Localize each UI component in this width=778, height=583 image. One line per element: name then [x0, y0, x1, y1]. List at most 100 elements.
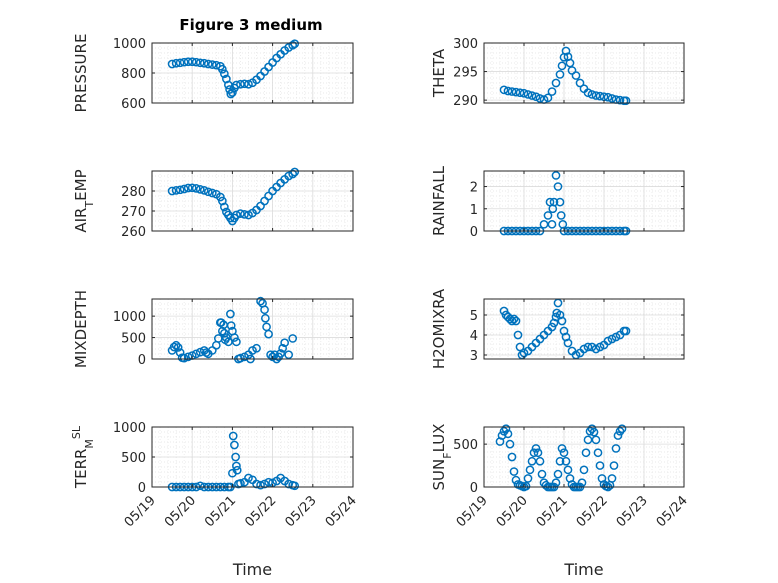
- data-point: [183, 183, 193, 193]
- data-point: [261, 313, 270, 323]
- data-point: [240, 79, 249, 89]
- data-point: [555, 456, 565, 466]
- data-point: [284, 350, 294, 360]
- figure-title: Figure 3 medium: [179, 16, 322, 34]
- data-point: [240, 210, 249, 219]
- data-point: [290, 481, 300, 491]
- data-point: [559, 448, 569, 458]
- data-point: [191, 349, 201, 359]
- data-point: [199, 186, 209, 195]
- data-point: [547, 87, 557, 96]
- data-point: [563, 465, 573, 475]
- data-point: [260, 305, 269, 315]
- data-point: [179, 353, 189, 363]
- y-tick-label: 0: [138, 353, 146, 368]
- data-point: [507, 452, 517, 462]
- x-tick-label: 05/19: [454, 493, 491, 530]
- data-point: [222, 333, 231, 342]
- data-point: [232, 461, 241, 471]
- y-tick-label: 300: [453, 37, 478, 52]
- data-point: [507, 316, 517, 326]
- data-point: [557, 444, 567, 453]
- data-point: [252, 479, 261, 489]
- x-tick-label: 05/24: [654, 493, 691, 530]
- data-point: [244, 79, 253, 89]
- data-point: [260, 479, 269, 489]
- data-point: [278, 343, 287, 353]
- data-point: [175, 185, 185, 195]
- x-tick-label: 05/21: [202, 493, 239, 530]
- data-point: [583, 342, 593, 352]
- data-point: [549, 197, 559, 207]
- data-point: [171, 58, 181, 68]
- data-point: [581, 448, 591, 458]
- data-point: [195, 185, 205, 194]
- data-point: [236, 209, 245, 218]
- data-point: [543, 211, 553, 220]
- data-point: [607, 94, 617, 103]
- y-tick-label: 280: [121, 185, 146, 200]
- data-point: [264, 329, 273, 339]
- y-tick-label: 1000: [113, 37, 146, 52]
- data-point: [220, 69, 229, 79]
- y-tick-label: 5: [470, 309, 478, 324]
- data-point: [557, 316, 567, 326]
- data-point: [179, 57, 189, 67]
- data-point: [256, 480, 265, 490]
- data-point: [203, 59, 213, 69]
- data-point: [543, 93, 553, 103]
- data-point: [171, 186, 181, 195]
- y-tick-label: 4: [470, 329, 478, 344]
- data-point: [195, 347, 205, 357]
- data-point: [535, 456, 545, 466]
- x-tick-label: 05/20: [162, 493, 199, 530]
- data-point: [280, 338, 290, 348]
- data-point: [501, 424, 511, 434]
- data-point: [207, 60, 217, 69]
- data-point: [288, 334, 298, 343]
- y-tick-label: 295: [453, 66, 478, 81]
- data-point: [183, 57, 193, 67]
- subplot-theta: 290 295 300 THETA: [430, 37, 685, 109]
- data-point: [531, 92, 541, 102]
- data-point: [179, 184, 189, 194]
- data-point: [224, 337, 233, 347]
- data-point: [557, 61, 567, 71]
- y-tick-label: 0: [470, 481, 478, 496]
- axes-box: [483, 170, 685, 232]
- subplot-air-temp: 260 270 280 AIRTEMP: [72, 167, 354, 240]
- data-point: [266, 350, 275, 360]
- data-point: [593, 448, 603, 458]
- data-point: [553, 182, 563, 191]
- y-axis-label: MIXDEPTH: [72, 290, 90, 368]
- data-point: [503, 429, 513, 439]
- data-point: [191, 184, 201, 193]
- data-point: [232, 337, 241, 347]
- data-point: [595, 461, 605, 470]
- axes-box: [483, 426, 685, 488]
- data-point: [230, 333, 239, 342]
- data-point: [195, 58, 205, 68]
- x-tick-label: 05/23: [614, 493, 651, 530]
- data-point: [589, 427, 599, 437]
- data-point: [203, 187, 213, 197]
- y-tick-label: 260: [121, 225, 146, 240]
- data-point: [621, 96, 631, 106]
- y-axis-label: AIRTEMP: [72, 169, 96, 232]
- data-point: [563, 338, 573, 348]
- y-tick-label: 500: [453, 438, 478, 453]
- data-point: [507, 87, 517, 96]
- data-point: [503, 86, 513, 96]
- data-point: [218, 64, 227, 74]
- data-point: [230, 440, 239, 450]
- data-point: [613, 431, 623, 440]
- subplot-rainfall: 0 1 2 RAINFALL: [430, 165, 685, 240]
- data-point: [173, 343, 183, 352]
- data-point: [611, 444, 621, 453]
- data-point: [232, 210, 241, 220]
- data-point: [509, 314, 519, 324]
- data-point: [577, 478, 587, 488]
- x-tick-label: 05/20: [494, 493, 531, 530]
